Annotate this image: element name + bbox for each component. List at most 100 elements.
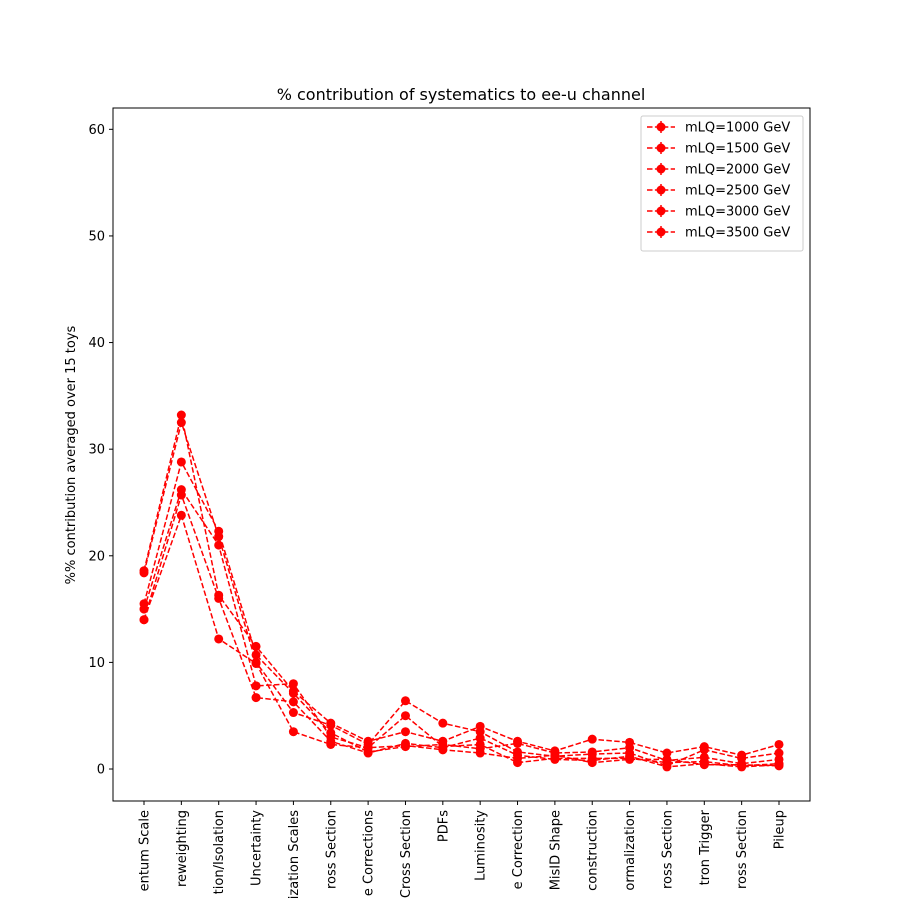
- x-tick-label: ormalization: [623, 810, 638, 891]
- data-point: [699, 760, 709, 770]
- series-line: [143, 512, 780, 767]
- legend-item: mLQ=1000 GeV: [647, 121, 790, 136]
- legend-label: mLQ=2000 GeV: [685, 163, 790, 178]
- series-group: [139, 410, 784, 760]
- data-point: [475, 727, 485, 737]
- series-line: [143, 419, 780, 767]
- data-point: [139, 615, 149, 625]
- data-point: [438, 718, 448, 728]
- data-point: [475, 748, 485, 758]
- legend-item: mLQ=3500 GeV: [647, 226, 790, 241]
- data-point: [475, 739, 485, 749]
- x-tick-label: reweighting: [175, 810, 190, 887]
- legend-label: mLQ=3000 GeV: [685, 205, 790, 220]
- x-tick-label: e Corrections: [362, 810, 377, 896]
- legend-marker-sample: [656, 227, 666, 237]
- data-point: [176, 457, 186, 467]
- data-point: [699, 745, 709, 755]
- x-tick-label: Cross Section: [399, 810, 414, 898]
- data-point: [662, 762, 672, 772]
- series-line: [143, 492, 780, 768]
- data-point: [475, 733, 485, 743]
- data-point: [214, 526, 224, 536]
- y-axis: 0 10 20 30 40 50 60: [88, 123, 113, 778]
- x-tick-label: ross Section: [324, 810, 339, 889]
- x-tick-label: MisID Shape: [548, 810, 563, 890]
- y-tick-label: 20: [88, 549, 105, 564]
- data-point: [288, 708, 298, 718]
- y-tick-label: 40: [88, 336, 105, 351]
- legend-label: mLQ=3500 GeV: [685, 226, 790, 241]
- x-tick-label: ization Scales: [287, 810, 302, 899]
- series-line: [143, 487, 780, 767]
- data-point: [251, 693, 261, 703]
- legend-item: mLQ=1500 GeV: [647, 142, 790, 157]
- legend-item: mLQ=3000 GeV: [647, 205, 790, 220]
- y-tick-label: 60: [88, 123, 105, 138]
- legend: mLQ=1000 GeV mLQ=1500 GeV mLQ=2000 GeV mLQ=…: [640, 115, 804, 252]
- data-point: [587, 758, 597, 768]
- data-point: [400, 696, 410, 706]
- data-point: [326, 739, 336, 749]
- legend-label: mLQ=1000 GeV: [685, 121, 790, 136]
- data-point: [662, 754, 672, 764]
- data-point: [550, 750, 560, 760]
- data-point: [513, 738, 523, 748]
- legend-box: [640, 115, 804, 252]
- data-point: [288, 688, 298, 698]
- data-point: [251, 681, 261, 691]
- chart-title: % contribution of systematics to ee-u ch…: [277, 85, 646, 104]
- x-tick-label: construction: [586, 810, 601, 891]
- data-point: [774, 748, 784, 758]
- x-tick-label: Pileup: [773, 810, 788, 849]
- data-point: [288, 727, 298, 737]
- data-point: [214, 540, 224, 550]
- data-point: [625, 754, 635, 764]
- data-point: [288, 679, 298, 689]
- legend-label: mLQ=1500 GeV: [685, 142, 790, 157]
- y-axis-label: %% contribution averaged over 15 toys: [64, 325, 79, 584]
- data-point: [513, 753, 523, 763]
- series-line: [143, 414, 780, 756]
- series-layer: [139, 410, 784, 772]
- data-point: [400, 727, 410, 737]
- legend-marker-sample: [656, 206, 666, 216]
- legend-marker-sample: [656, 122, 666, 132]
- data-point: [139, 568, 149, 578]
- y-tick-label: 30: [88, 443, 105, 458]
- data-point: [662, 748, 672, 758]
- data-point: [400, 711, 410, 721]
- data-point: [251, 650, 261, 660]
- data-point: [774, 739, 784, 749]
- y-tick-label: 10: [88, 656, 105, 671]
- data-point: [438, 745, 448, 755]
- data-point: [251, 658, 261, 668]
- y-tick-label: 0: [97, 763, 105, 778]
- y-tick-label: 50: [88, 229, 105, 244]
- legend-item: mLQ=2000 GeV: [647, 163, 790, 178]
- data-point: [363, 743, 373, 753]
- x-tick-label: ross Section: [660, 810, 675, 889]
- x-tick-label: tion/Isolation: [212, 810, 227, 894]
- legend-marker-sample: [656, 164, 666, 174]
- data-point: [737, 760, 747, 770]
- data-point: [587, 734, 597, 744]
- data-point: [774, 761, 784, 771]
- data-point: [214, 593, 224, 603]
- x-tick-label: Luminosity: [474, 810, 489, 881]
- data-point: [176, 418, 186, 428]
- x-axis: entum Scale reweighting tion/Isolation Unce…: [138, 801, 788, 899]
- legend-label: mLQ=2500 GeV: [685, 184, 790, 199]
- plot-area-frame: [112, 107, 811, 802]
- legend-marker-sample: [656, 185, 666, 195]
- x-tick-label: entum Scale: [138, 810, 153, 891]
- x-tick-label: ross Section: [735, 810, 750, 889]
- data-point: [176, 510, 186, 520]
- data-point: [400, 741, 410, 751]
- data-point: [587, 747, 597, 757]
- data-point: [625, 743, 635, 753]
- series-group: [139, 510, 784, 771]
- legend-item: mLQ=2500 GeV: [647, 184, 790, 199]
- x-tick-label: PDFs: [436, 810, 451, 842]
